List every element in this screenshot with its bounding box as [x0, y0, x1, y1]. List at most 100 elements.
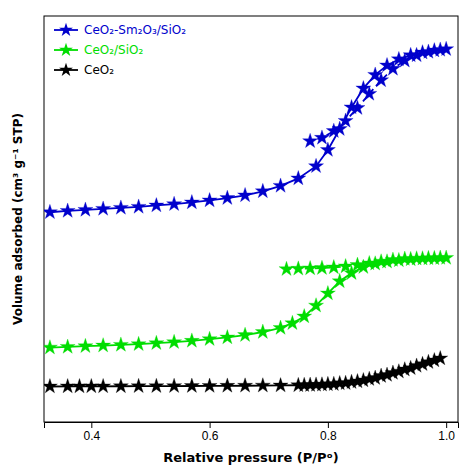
series-point [149, 198, 164, 212]
series-point [433, 250, 448, 264]
series-point [291, 261, 306, 275]
series-point [84, 378, 99, 392]
series-point [368, 370, 383, 384]
series-point [279, 261, 294, 275]
series-point [291, 171, 306, 185]
series-point [96, 338, 111, 352]
series-point [350, 100, 365, 114]
series-point [184, 333, 199, 347]
legend-marker [59, 63, 73, 76]
series-point [415, 356, 430, 370]
series-point [285, 315, 300, 329]
series-point [255, 324, 270, 338]
series-point [332, 273, 347, 287]
series-point [184, 378, 199, 392]
series-point [409, 47, 424, 61]
legend-marker [59, 23, 73, 36]
series-point [391, 364, 406, 378]
legend-entry: CeO₂-Sm₂O₃/SiO₂ [54, 23, 186, 38]
series-point [380, 367, 395, 381]
series-point [149, 378, 164, 392]
series-point [184, 195, 199, 209]
series-point [131, 378, 146, 392]
x-tick-label: 1.0 [438, 429, 455, 443]
x-tick-mark [328, 422, 329, 428]
x-tick-label: 0.4 [83, 429, 100, 443]
series-point [385, 61, 400, 75]
series-point [78, 202, 93, 216]
series-point [167, 378, 182, 392]
series-line [50, 49, 446, 212]
series-point [421, 44, 436, 58]
series-point [320, 142, 335, 156]
series-point [131, 336, 146, 350]
series-point [397, 53, 412, 67]
series-point [303, 260, 318, 274]
series-point [314, 130, 329, 144]
series-point [297, 377, 312, 391]
series-point [409, 251, 424, 265]
chart: 0.40.60.81.0CeO₂-Sm₂O₃/SiO₂CeO₂/SiO₂CeO₂… [0, 0, 474, 474]
series-point [374, 72, 389, 86]
series-point [427, 353, 442, 367]
x-tick-mark [446, 422, 447, 428]
legend-marker [59, 43, 73, 56]
series-point [113, 200, 128, 214]
series-point [309, 298, 324, 312]
series-point [421, 250, 436, 264]
series [279, 250, 448, 275]
x-axis: 0.4 0.6 0.8 1.0 [45, 422, 459, 443]
series-point [320, 376, 335, 390]
series-point [314, 260, 329, 274]
series-point [72, 379, 87, 393]
x-tick-mark [91, 422, 92, 428]
series-point [220, 190, 235, 204]
series-point [44, 204, 57, 218]
series-point [338, 113, 353, 127]
x-axis-title: Relative pressure (P/Pᵒ) [163, 450, 339, 465]
series-point [326, 259, 341, 273]
series-line [310, 50, 440, 141]
x-tick: 0.4 [83, 422, 100, 443]
x-tick-label: 0.8 [320, 429, 337, 443]
series-point [113, 337, 128, 351]
x-tick: 1.0 [438, 422, 455, 443]
legend-label: CeO₂/SiO₂ [84, 43, 143, 57]
series-point [44, 340, 57, 354]
series-line [304, 360, 434, 385]
series-point [96, 201, 111, 215]
series-point [60, 339, 75, 353]
series-point [255, 183, 270, 197]
series-point [273, 378, 288, 392]
series [44, 41, 454, 218]
legend-label: CeO₂ [84, 63, 114, 77]
series-point [273, 178, 288, 192]
series-point [320, 286, 335, 300]
series-point [131, 199, 146, 213]
x-tick-mark [210, 422, 211, 428]
legend: CeO₂-Sm₂O₃/SiO₂ CeO₂/SiO₂ CeO₂ [54, 23, 186, 78]
series-point [273, 320, 288, 334]
x-tick: 0.8 [320, 422, 337, 443]
series-point [297, 309, 312, 323]
series-point [238, 327, 253, 341]
series [44, 350, 448, 392]
series-line [50, 258, 446, 348]
series-point [202, 331, 217, 345]
series-point [149, 335, 164, 349]
legend-label: CeO₂-Sm₂O₃/SiO₂ [84, 23, 186, 37]
series-point [167, 334, 182, 348]
series-point [220, 378, 235, 392]
series-point [403, 360, 418, 374]
x-tick-label: 0.6 [202, 429, 219, 443]
series-point [202, 192, 217, 206]
series [303, 42, 448, 148]
series-point [309, 158, 324, 172]
y-axis-title: Volume adsorbed (cm³ g⁻¹ STP) [11, 113, 25, 325]
series-point [60, 203, 75, 217]
series-point [78, 338, 93, 352]
series-point [202, 378, 217, 392]
series-point [255, 378, 270, 392]
series-point [303, 133, 318, 147]
legend-entry: CeO₂/SiO₂ [54, 43, 143, 58]
